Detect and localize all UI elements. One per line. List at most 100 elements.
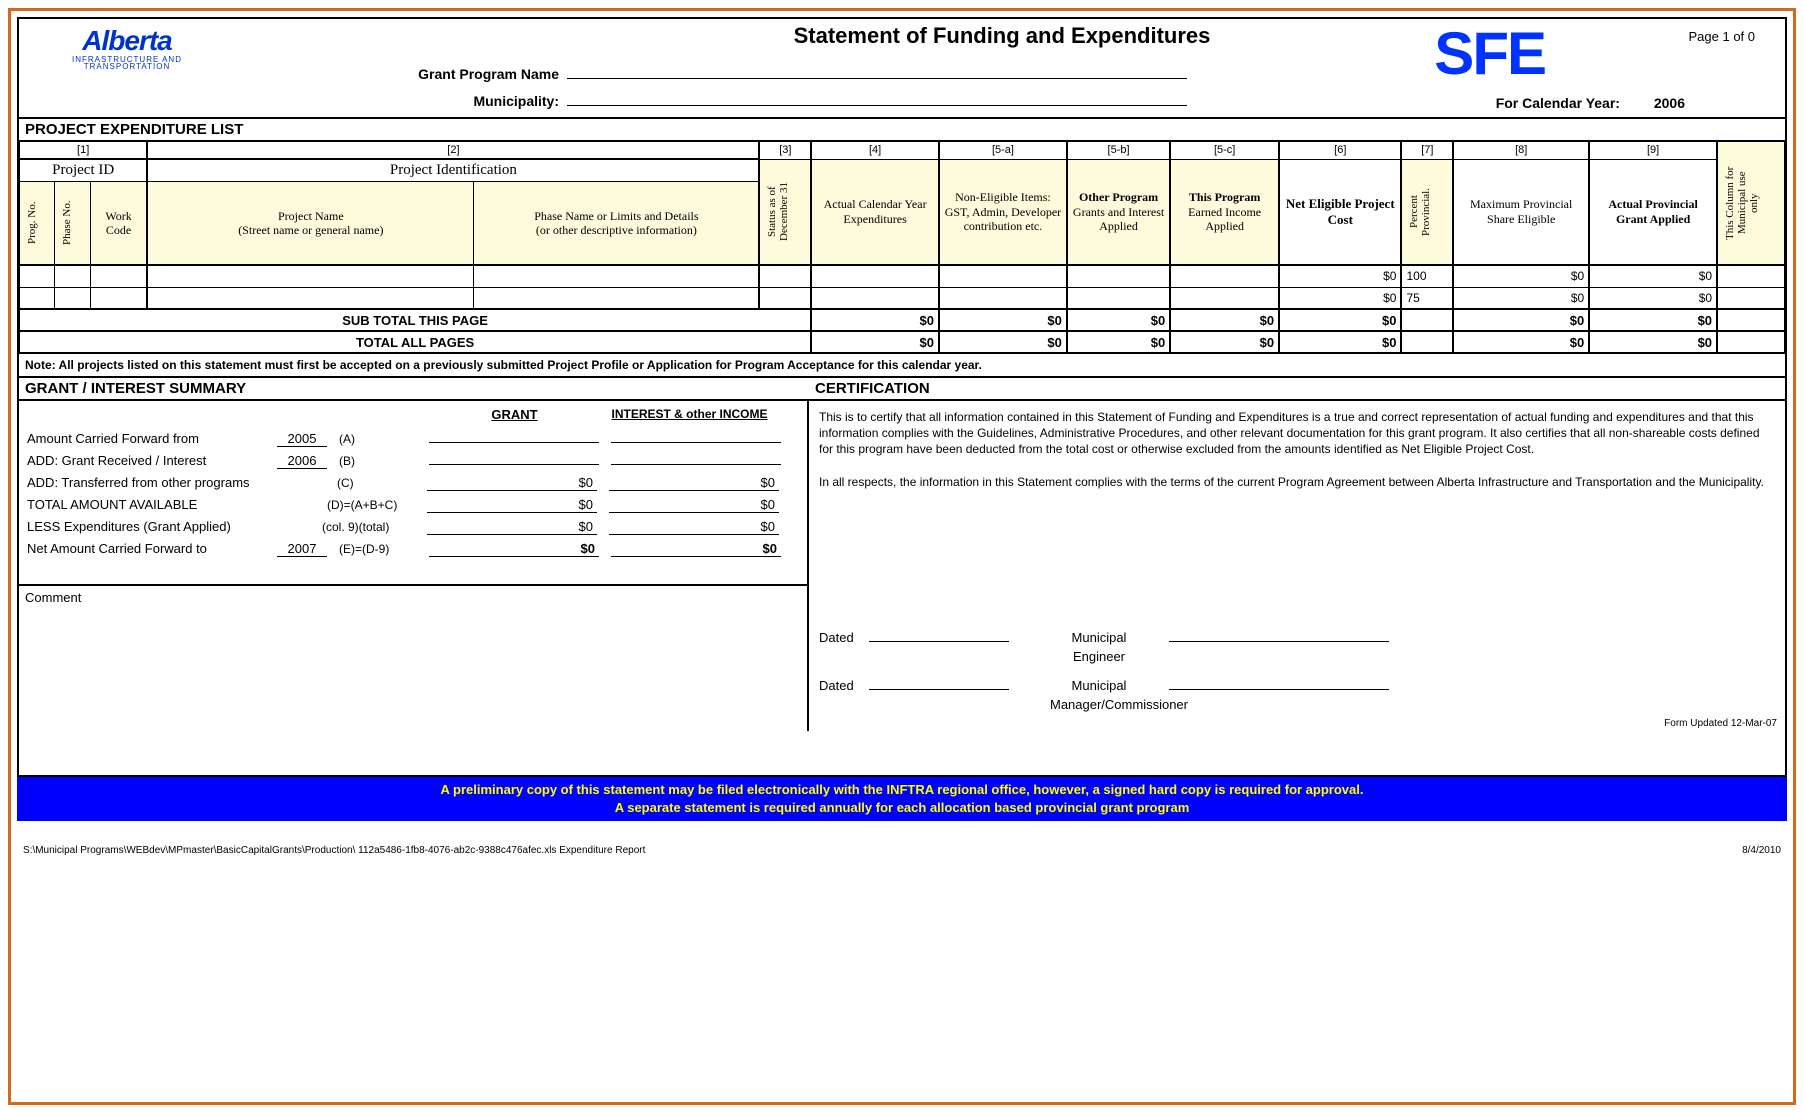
line-e-grant: $0 <box>427 519 597 535</box>
pct-prov-hdr: Percent Provincial. <box>1401 159 1453 265</box>
footer-line1: A preliminary copy of this statement may… <box>21 781 1783 799</box>
line-d-desc: TOTAL AMOUNT AVAILABLE <box>27 497 327 512</box>
line-c-ref: (C) <box>337 476 427 490</box>
non-eligible-hdr: Non-Eligible Items: GST, Admin, Develope… <box>939 159 1067 265</box>
expenditure-table: [1] [2] [3] [4] [5-a] [5-b] [5-c] [6] [7… <box>19 140 1785 354</box>
logo-text: Alberta <box>27 25 227 57</box>
grant-summary: GRANT INTEREST & other INCOME Amount Car… <box>19 401 809 731</box>
cert-section: This is to certify that all information … <box>809 401 1785 731</box>
col-9: [9] <box>1589 141 1717 159</box>
line-b-desc: ADD: Grant Received / Interest <box>27 453 277 468</box>
line-b-grant[interactable] <box>429 464 599 465</box>
sig1-title: Municipal <box>1029 630 1169 645</box>
col-5a: [5-a] <box>939 141 1067 159</box>
line-a-interest[interactable] <box>611 442 781 443</box>
subtotal-row: SUB TOTAL THIS PAGE $0 $0 $0 $0 $0 $0 $0 <box>20 309 1785 331</box>
line-d-ref: (D)=(A+B+C) <box>327 498 427 512</box>
interest-col-hdr: INTEREST & other INCOME <box>602 407 777 422</box>
prog-no-hdr: Prog. No. <box>20 182 55 266</box>
footer-date: 8/4/2010 <box>1742 845 1781 856</box>
grant-summary-label: GRANT / INTEREST SUMMARY <box>19 378 809 399</box>
sub-c5b: $0 <box>1067 309 1170 331</box>
municipality-label: Municipality: <box>227 93 567 109</box>
line-b-year: 2006 <box>277 453 327 469</box>
cert-para2: In all respects, the information in this… <box>819 474 1775 490</box>
col-7: [7] <box>1401 141 1453 159</box>
grant-program-input[interactable] <box>567 63 1187 79</box>
line-d-interest: $0 <box>609 497 779 513</box>
tot-c6: $0 <box>1279 331 1401 353</box>
phase-no-hdr: Phase No. <box>55 182 90 266</box>
page-info: Page 1 of 0 <box>1689 29 1756 44</box>
sub-c4: $0 <box>811 309 939 331</box>
tot-c9: $0 <box>1589 331 1717 353</box>
total-row: TOTAL ALL PAGES $0 $0 $0 $0 $0 $0 $0 <box>20 331 1785 353</box>
grant-col-hdr: GRANT <box>427 407 602 422</box>
date-line-2[interactable] <box>869 689 1009 690</box>
dated-1: Dated <box>819 630 869 645</box>
comment-box[interactable]: Comment <box>19 584 807 731</box>
col-5b: [5-b] <box>1067 141 1170 159</box>
line-f-ref: (E)=(D-9) <box>339 542 429 556</box>
sub-c9: $0 <box>1589 309 1717 331</box>
max-prov-hdr: Maximum Provincial Share Eligible <box>1453 159 1589 265</box>
col-6: [6] <box>1279 141 1401 159</box>
line-c-interest: $0 <box>609 475 779 491</box>
sig-line-1[interactable] <box>1169 641 1389 642</box>
project-name-hdr: Project Name(Street name or general name… <box>147 182 473 266</box>
tot-c4: $0 <box>811 331 939 353</box>
line-a-desc: Amount Carried Forward from <box>27 431 277 446</box>
logo-sub2: TRANSPORTATION <box>27 62 227 71</box>
tot-c5b: $0 <box>1067 331 1170 353</box>
sub-c6: $0 <box>1279 309 1401 331</box>
r1-actual: $0 <box>1589 265 1717 287</box>
grant-program-label: Grant Program Name <box>227 66 567 82</box>
line-f-grant: $0 <box>429 541 599 557</box>
sub-c5c: $0 <box>1170 309 1279 331</box>
col-8: [8] <box>1453 141 1589 159</box>
line-b-ref: (B) <box>339 454 429 468</box>
bottom-section: GRANT INTEREST & other INCOME Amount Car… <box>19 401 1785 731</box>
line-b-interest[interactable] <box>611 464 781 465</box>
col-2: [2] <box>147 141 759 159</box>
footer-line2: A separate statement is required annuall… <box>21 799 1783 817</box>
work-code-hdr: Work Code <box>90 182 147 266</box>
logo: Alberta INFRASTRUCTURE AND TRANSPORTATIO… <box>27 23 227 115</box>
r1-max: $0 <box>1453 265 1589 287</box>
line-e-ref: (col. 9)(total) <box>322 520 427 534</box>
r2-net: $0 <box>1279 287 1401 309</box>
cert-para1: This is to certify that all information … <box>819 409 1775 458</box>
cal-year-value: 2006 <box>1654 95 1685 111</box>
r1-net: $0 <box>1279 265 1401 287</box>
line-f-interest: $0 <box>611 541 781 557</box>
actual-cal-hdr: Actual Calendar Year Expenditures <box>811 159 939 265</box>
municipality-input[interactable] <box>567 90 1187 106</box>
sig2-sub: Manager/Commissioner <box>1009 697 1229 712</box>
sig2-title: Municipal <box>1029 678 1169 693</box>
sig-line-2[interactable] <box>1169 689 1389 690</box>
col-5c: [5-c] <box>1170 141 1279 159</box>
dated-2: Dated <box>819 678 869 693</box>
header: Alberta INFRASTRUCTURE AND TRANSPORTATIO… <box>19 19 1785 119</box>
project-id-hdr: Project ID <box>20 159 148 182</box>
other-prog-hdr: Other ProgramGrants and Interest Applied <box>1067 159 1170 265</box>
col-1: [1] <box>20 141 148 159</box>
sfe-badge: SFE <box>1434 19 1545 88</box>
muni-col-hdr: This Column for Municipal use only <box>1717 141 1784 265</box>
subtotal-label: SUB TOTAL THIS PAGE <box>20 309 812 331</box>
sub-c8: $0 <box>1453 309 1589 331</box>
r2-actual: $0 <box>1589 287 1717 309</box>
tot-c5a: $0 <box>939 331 1067 353</box>
r2-pct: 75 <box>1401 287 1453 309</box>
line-f-desc: Net Amount Carried Forward to <box>27 541 277 556</box>
date-line-1[interactable] <box>869 641 1009 642</box>
line-f-year: 2007 <box>277 541 327 557</box>
line-e-interest: $0 <box>609 519 779 535</box>
r2-max: $0 <box>1453 287 1589 309</box>
footer-path: S:\Municipal Programs\WEBdev\MPmaster\Ba… <box>23 845 645 856</box>
calendar-year: For Calendar Year: 2006 <box>1496 95 1685 111</box>
line-a-grant[interactable] <box>429 442 599 443</box>
expend-list-label: PROJECT EXPENDITURE LIST <box>19 119 1785 140</box>
note-text: Note: All projects listed on this statem… <box>19 354 1785 378</box>
line-d-grant: $0 <box>427 497 597 513</box>
